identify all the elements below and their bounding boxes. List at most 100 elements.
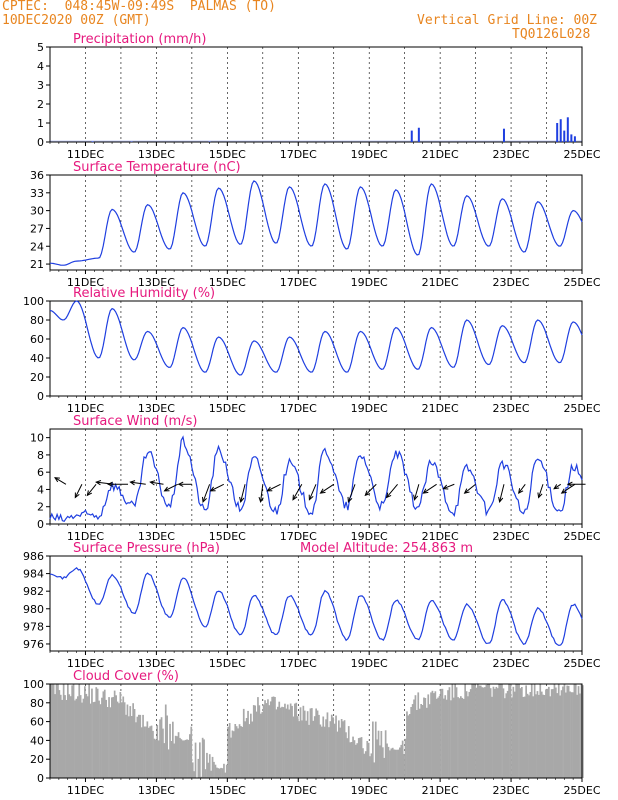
wind-arrow (260, 484, 264, 502)
cloud-bar (386, 743, 388, 778)
cloud-bar (323, 726, 326, 778)
cloud-bar (389, 750, 391, 778)
cloud-bar (335, 715, 337, 778)
cloud-bar (279, 707, 282, 778)
wind-arrow-head (560, 488, 567, 494)
wind-arrow (74, 484, 83, 498)
cloud-bar (528, 695, 530, 778)
precip-bar (570, 134, 573, 142)
y-tick-label: 60 (30, 333, 44, 346)
cloud-bar (343, 720, 346, 778)
x-tick-label: 13DEC (138, 657, 175, 670)
cloud-bar (269, 701, 272, 778)
cloud-bar (352, 736, 354, 778)
cloud-bar (204, 769, 207, 778)
y-tick-label: 100 (23, 295, 44, 308)
cloud-bar (248, 724, 251, 778)
wind-arrow (347, 484, 356, 503)
cloud-bar (57, 684, 59, 778)
panel-title: Surface Wind (m/s) (73, 414, 197, 429)
cloud-bar (373, 762, 376, 778)
cloud-bar (126, 704, 129, 778)
cloud-bar (315, 708, 317, 778)
x-tick-label: 21DEC (422, 784, 459, 797)
cloud-bar (68, 694, 71, 778)
y-tick-label: 982 (23, 585, 44, 598)
cloud-bar (299, 707, 302, 778)
cloud-bar (183, 740, 186, 778)
cloud-bar (511, 697, 513, 778)
cloud-bar (519, 688, 522, 778)
cloud-bar (555, 687, 557, 778)
y-tick-label: 6 (37, 466, 44, 479)
plot-frame (49, 428, 583, 525)
cloud-bar (65, 700, 68, 778)
x-tick-label: 15DEC (209, 657, 246, 670)
cloud-bar (516, 684, 519, 778)
cloud-bar (241, 726, 244, 778)
cloud-bar (529, 692, 532, 778)
wind-arrow (364, 483, 377, 496)
wind-arrow (553, 483, 561, 490)
cloud-bar (403, 754, 405, 778)
wind-arrow-head (498, 496, 504, 504)
series-line (49, 566, 583, 647)
cloud-bar (434, 691, 437, 778)
cloud-bar (207, 762, 210, 778)
cloud-bar (294, 703, 296, 778)
cloud-bar (318, 714, 320, 778)
cloud-bar (404, 738, 407, 778)
cloud-bar (281, 706, 283, 778)
x-tick-label: 23DEC (493, 657, 530, 670)
cloud-bar (574, 684, 577, 778)
cloud-bar (172, 721, 174, 778)
cloud-bar (369, 756, 371, 778)
cloud-bar (275, 709, 278, 778)
y-tick-label: 8 (37, 449, 44, 462)
wind-arrow (443, 483, 455, 490)
cloud-bar (360, 737, 363, 778)
wind-arrow-head (177, 481, 184, 487)
series-line (49, 180, 583, 266)
cloud-bar (223, 763, 225, 778)
cloud-bar (292, 716, 295, 778)
cloud-bar (74, 700, 76, 778)
cloud-bar (387, 746, 390, 778)
wind-arrow (538, 484, 544, 498)
cloud-bar (570, 692, 573, 778)
cloud-bar (356, 743, 359, 778)
cloud-bar (448, 687, 451, 778)
wind-arrow-head (54, 477, 60, 483)
cloud-bar (509, 684, 512, 778)
wind-arrow-head (319, 488, 326, 494)
x-tick-label: 17DEC (280, 402, 317, 415)
y-tick-label: 21 (30, 258, 44, 271)
wind-arrow (423, 483, 437, 494)
grid-note: Vertical Grid Line: 00Z (417, 13, 598, 28)
cloud-bar (339, 727, 342, 778)
cloud-bar (81, 702, 83, 778)
y-tick-label: 80 (30, 697, 44, 710)
cloud-bar (411, 704, 414, 778)
wind-arrow-head (422, 488, 429, 494)
cloud-bar (91, 688, 93, 778)
cloud-bar (267, 699, 269, 778)
cloud-bar (319, 724, 322, 778)
cloud-bar (437, 697, 439, 778)
panel-3: 0 20 40 60 80 100 11DEC 13DEC 15DEC 17DEC 19DEC 21D… (23, 286, 601, 415)
cloud-bar (180, 739, 183, 778)
plot-frame (49, 683, 583, 779)
cloud-bar (316, 710, 319, 778)
cloud-bar (464, 684, 466, 778)
cloud-bar (140, 727, 143, 778)
cloud-bar (481, 687, 483, 778)
cloud-bar (108, 697, 110, 778)
cloud-bar (225, 764, 228, 778)
cloud-bar (214, 764, 217, 778)
cloud-bar (145, 726, 147, 778)
x-tick-label: 25DEC (563, 784, 600, 797)
cloud-bar (566, 685, 569, 778)
cloud-bar (431, 690, 434, 778)
y-tick-label: 24 (30, 240, 44, 253)
